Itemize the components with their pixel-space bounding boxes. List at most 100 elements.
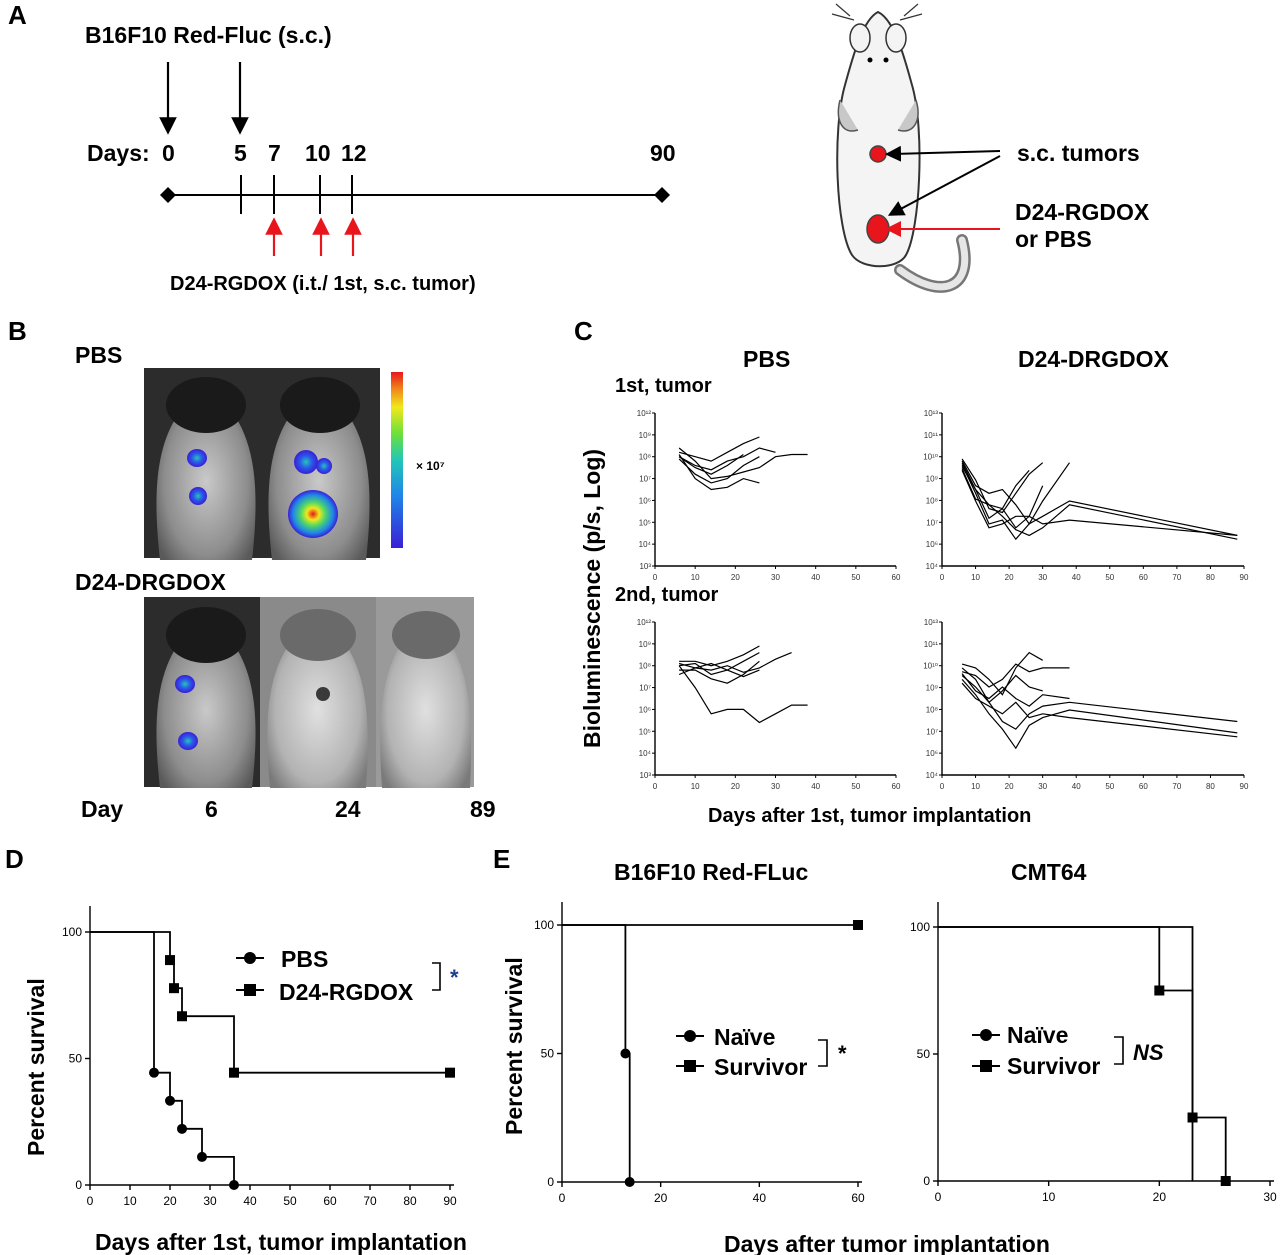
curve-treated-1st-t7 [961, 470, 1238, 536]
day-tick-5: 5 [234, 140, 247, 166]
ytick-label-treated-2nd: 10¹³ [924, 618, 939, 627]
censor-marker-panel-e-left [624, 1177, 635, 1187]
curve-pbs-2nd-m1 [679, 645, 760, 667]
legend-e-left-survivor: Survivor [714, 1054, 807, 1080]
xtick-label-treated-2nd: 50 [1105, 782, 1114, 791]
panel-d-plot: 0 10 20 30 40 50 60 70 80 90 100 50 0 [62, 906, 457, 1208]
xtick-label-treated-2nd: 80 [1206, 782, 1215, 791]
plot-treated-2nd: 0 10 20 30 40 50 60 70 80 90 10¹³ 10¹¹ 10¹⁰ 10⁹ 10⁸ 10⁷… [923, 618, 1249, 791]
censor-marker-panel-e-right [1187, 1112, 1198, 1123]
xtick-label-treated-2nd: 90 [1240, 782, 1249, 791]
ytick-label-pbs-1st: 10¹² [637, 409, 652, 418]
tumor-1 [869, 145, 887, 163]
xtick-label-treated-1st: 40 [1072, 573, 1081, 582]
xtick-label-treated-1st: 50 [1105, 573, 1114, 582]
curve-pbs-1st-m1 [678, 436, 760, 462]
xtick-label-treated-1st: 20 [1005, 573, 1014, 582]
ytick-label-panel-e-right: 0 [923, 1174, 930, 1188]
panel-a: A B16F10 Red-Fluc (s.c.) Days: 0 5 7 10 … [8, 0, 1150, 295]
ytick-label-treated-2nd: 10⁶ [926, 749, 938, 758]
ytick-label-treated-1st: 10⁴ [926, 562, 939, 571]
ytick-label-panel-d: 100 [62, 925, 82, 939]
xtick-label-treated-2nd: 20 [1005, 782, 1014, 791]
imaging-pbs-day24 [260, 368, 380, 560]
censor-marker-panel-d [165, 955, 175, 966]
xtick-label-pbs-1st: 60 [892, 573, 901, 582]
xtick-label-treated-2nd: 70 [1172, 782, 1181, 791]
xtick-label-treated-2nd: 30 [1038, 782, 1047, 791]
ytick-label-treated-1st: 10¹⁰ [923, 453, 938, 462]
xtick-label-pbs-1st: 30 [771, 573, 780, 582]
xtick-label-panel-e-left: 20 [654, 1191, 668, 1205]
curve-treated-1st-t3 [961, 460, 1070, 526]
panel-d: D Percent survival Days after 1st, tumor… [5, 844, 467, 1255]
censor-marker-panel-d [229, 1180, 239, 1190]
legend-e-right-survivor: Survivor [1007, 1053, 1100, 1079]
survival-curve-panel-e-left-0 [562, 924, 631, 1182]
xtick-label-panel-e-right: 10 [1042, 1190, 1056, 1204]
ytick-label-panel-e-left: 100 [534, 918, 554, 932]
xtick-label-pbs-1st: 50 [851, 573, 860, 582]
ytick-label-pbs-1st: 10⁸ [639, 453, 651, 462]
xtick-label-pbs-2nd: 60 [892, 782, 901, 791]
panel-letter-b: B [8, 316, 27, 346]
axes-panel-e-left [561, 902, 862, 1183]
panel-e-left-title: B16F10 Red-FLuc [614, 859, 808, 885]
axes-pbs-1st [654, 413, 896, 567]
xtick-label-pbs-1st: 0 [653, 573, 658, 582]
panel-letter-d: D [5, 844, 24, 874]
treat-label-2: or PBS [1015, 226, 1092, 252]
ytick-label-treated-2nd: 10¹⁰ [923, 662, 938, 671]
survival-curve-panel-d-0 [90, 931, 235, 1185]
curve-pbs-2nd-m6 [678, 665, 808, 724]
timeline [160, 175, 670, 214]
day-tick-0: 0 [162, 140, 175, 166]
panel-e-right-title: CMT64 [1011, 859, 1087, 885]
censor-marker-panel-e-right [1154, 985, 1165, 996]
ytick-label-panel-e-right: 100 [910, 920, 930, 934]
censor-marker-panel-d [177, 1011, 187, 1022]
days-label: Days: [87, 140, 150, 166]
curve-pbs-1st-m2 [678, 454, 744, 475]
censor-marker-panel-d [177, 1123, 187, 1134]
luminescence-colorbar [391, 372, 403, 548]
ytick-label-pbs-2nd: 10⁶ [639, 705, 651, 714]
ytick-label-pbs-2nd: 10⁵ [639, 727, 651, 736]
curve-treated-2nd-t2 [961, 663, 1070, 688]
imaging-day-89: 89 [470, 796, 496, 822]
legend-pbs: PBS [281, 946, 328, 972]
xtick-label-treated-1st: 10 [971, 573, 980, 582]
panel-c-col-treated: D24-DRGDOX [1018, 346, 1169, 372]
axes-treated-1st [941, 413, 1244, 567]
survival-curve-panel-e-right-1 [938, 926, 1227, 1181]
xtick-label-pbs-1st: 40 [811, 573, 820, 582]
xtick-label-pbs-2nd: 40 [811, 782, 820, 791]
xtick-label-panel-d: 0 [87, 1194, 94, 1208]
axes-panel-e-right [937, 902, 1274, 1182]
xtick-label-treated-1st: 80 [1206, 573, 1215, 582]
ytick-label-pbs-2nd: 10⁴ [639, 749, 652, 758]
plot-panel-e-left: 0 20 40 60 100 50 0 [534, 902, 865, 1205]
xtick-label-panel-e-left: 40 [753, 1191, 767, 1205]
treat-label-1: D24-RGDOX [1015, 199, 1150, 225]
xtick-label-panel-e-left: 60 [851, 1191, 865, 1205]
xtick-label-panel-e-right: 20 [1153, 1190, 1167, 1204]
xtick-label-pbs-2nd: 10 [691, 782, 700, 791]
curve-treated-1st-t4 [961, 464, 1238, 541]
curve-pbs-2nd-m3 [679, 660, 760, 684]
panel-c-row2: 2nd, tumor [615, 584, 719, 606]
panel-c-col-pbs: PBS [743, 346, 790, 372]
axes-pbs-2nd [654, 622, 896, 776]
panel-c-ylabel: Bioluminescence (p/s, Log) [579, 449, 605, 748]
plot-treated-1st: 0 10 20 30 40 50 60 70 80 90 10¹³ 10¹¹ 10¹⁰ 10⁹ 10⁸ 10⁷… [923, 409, 1249, 582]
day-tick-10: 10 [305, 140, 331, 166]
curve-pbs-1st-m4 [678, 447, 808, 480]
censor-marker-panel-e-left [620, 1048, 631, 1059]
panel-d-significance: * [450, 965, 459, 990]
ytick-label-treated-2nd: 10⁸ [926, 705, 938, 714]
plot-panel-e-right: 0 10 20 30 100 50 0 [910, 902, 1277, 1204]
ytick-label-panel-d: 50 [69, 1052, 83, 1066]
panel-e-ylabel: Percent survival [501, 957, 527, 1135]
